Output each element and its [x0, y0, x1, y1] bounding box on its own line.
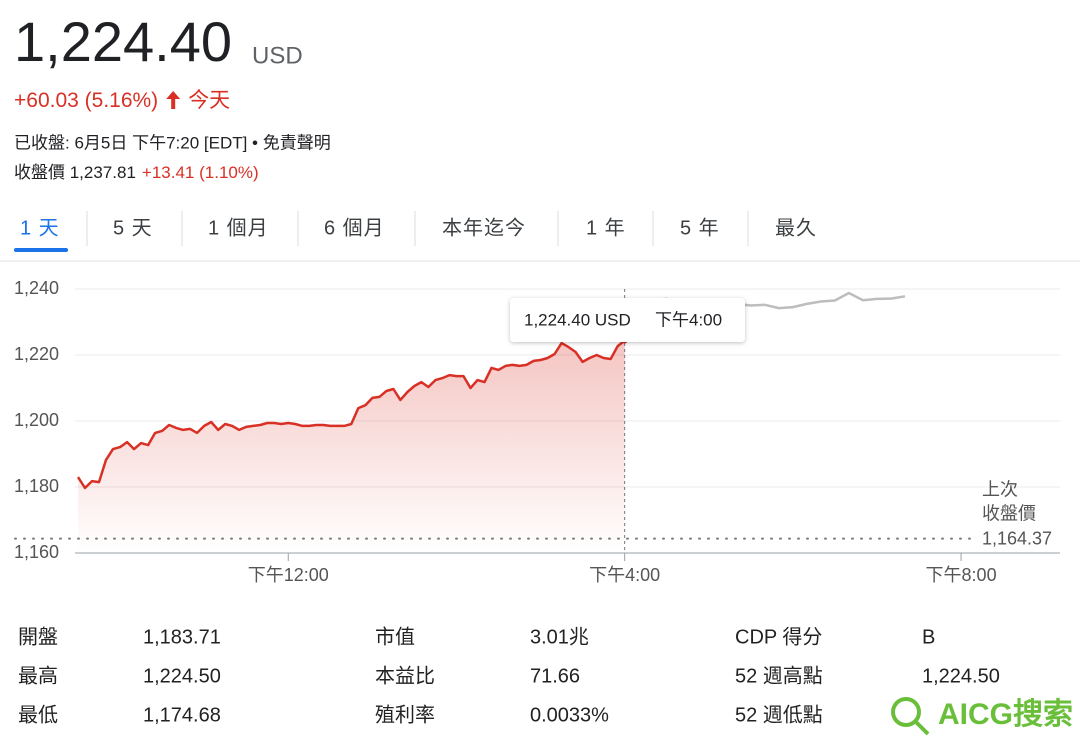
tab[interactable]: 本年迄今: [442, 216, 526, 239]
y-tick-label: 1,240: [14, 278, 59, 298]
previous-close-bg: [978, 527, 1062, 550]
tooltip-price: 1,224.40 USD: [524, 310, 631, 329]
series-line: [76, 339, 626, 490]
tab-underline: [14, 248, 68, 252]
stat-value: 1,224.50: [922, 665, 1000, 687]
stat-label: 開盤: [18, 625, 58, 648]
y-tick-label: 1,180: [14, 476, 59, 496]
stats: 開盤 1,183.71 市值 3.01兆 CDP 得分 B 最高 1,224.50 本益比 71.…: [18, 625, 1000, 726]
arrow-shape: [166, 91, 181, 109]
tab[interactable]: 5 天: [113, 217, 153, 239]
price: 1,224.40: [14, 10, 232, 73]
stat-label: 最低: [18, 703, 58, 726]
stat-label: 52 週低點: [735, 703, 823, 726]
stat-label: 市值: [375, 625, 415, 648]
stat-label: 最高: [18, 664, 58, 687]
previous-close-label: 收盤價: [982, 503, 1036, 523]
stat-label: CDP 得分: [735, 625, 822, 648]
stat-value: 0.0033%: [530, 704, 609, 726]
stat-label: 52 週高點: [735, 664, 823, 687]
y-tick-label: 1,200: [14, 410, 59, 430]
stat-value: 1,224.50: [143, 665, 221, 687]
change-value: +60.03 (5.16%): [14, 89, 158, 112]
x-tick-label: 下午4:00: [589, 565, 660, 585]
previous-close-value: 1,164.37: [982, 528, 1052, 548]
watermark-icon: [891, 697, 930, 736]
stat-value: 1,183.71: [143, 626, 221, 648]
tab[interactable]: 5 年: [680, 216, 720, 239]
x-tick-label: 下午12:00: [248, 565, 329, 585]
tab[interactable]: 1 天: [20, 217, 60, 239]
up-arrow: [166, 91, 181, 109]
stat-label: 殖利率: [375, 703, 435, 726]
tab[interactable]: 最久: [775, 216, 817, 239]
currency: USD: [252, 42, 303, 69]
tab[interactable]: 1 個月: [208, 216, 269, 239]
change-period: 今天: [188, 89, 230, 112]
chart: 1,160 1,180 1,200 1,220 1,240 下午12:00 下午4:00 下午…: [14, 278, 1062, 585]
tabs: 1 天 5 天 1 個月 6 個月 本年迄今 1 年 5 年 最久: [14, 211, 817, 252]
stat-label: 本益比: [375, 664, 435, 687]
tooltip-box: [510, 298, 745, 342]
close-label: 收盤價 1,237.81: [14, 163, 136, 182]
close-change: +13.41 (1.10%): [142, 163, 259, 182]
y-tick-label: 1,220: [14, 344, 59, 364]
previous-close-label: 上次: [982, 479, 1018, 499]
x-tick-label: 下午8:00: [926, 565, 997, 585]
close-line: 收盤價 1,237.81 +13.41 (1.10%): [14, 163, 259, 182]
series-area: [78, 340, 625, 553]
tab[interactable]: 1 年: [586, 216, 626, 239]
stat-value: 3.01兆: [530, 625, 589, 648]
status: 已收盤: 6月5日 下午7:20 [EDT] • 免責聲明: [14, 133, 331, 152]
tooltip-time: 下午4:00: [655, 310, 722, 329]
tab[interactable]: 6 個月: [324, 216, 385, 239]
stat-value: B: [922, 626, 935, 648]
stat-value: 1,174.68: [143, 704, 221, 726]
y-tick-label: 1,160: [14, 542, 59, 562]
stat-value: 71.66: [530, 665, 580, 687]
change: +60.03 (5.16%) 今天: [14, 89, 230, 112]
watermark: AICG搜索: [938, 698, 1073, 731]
